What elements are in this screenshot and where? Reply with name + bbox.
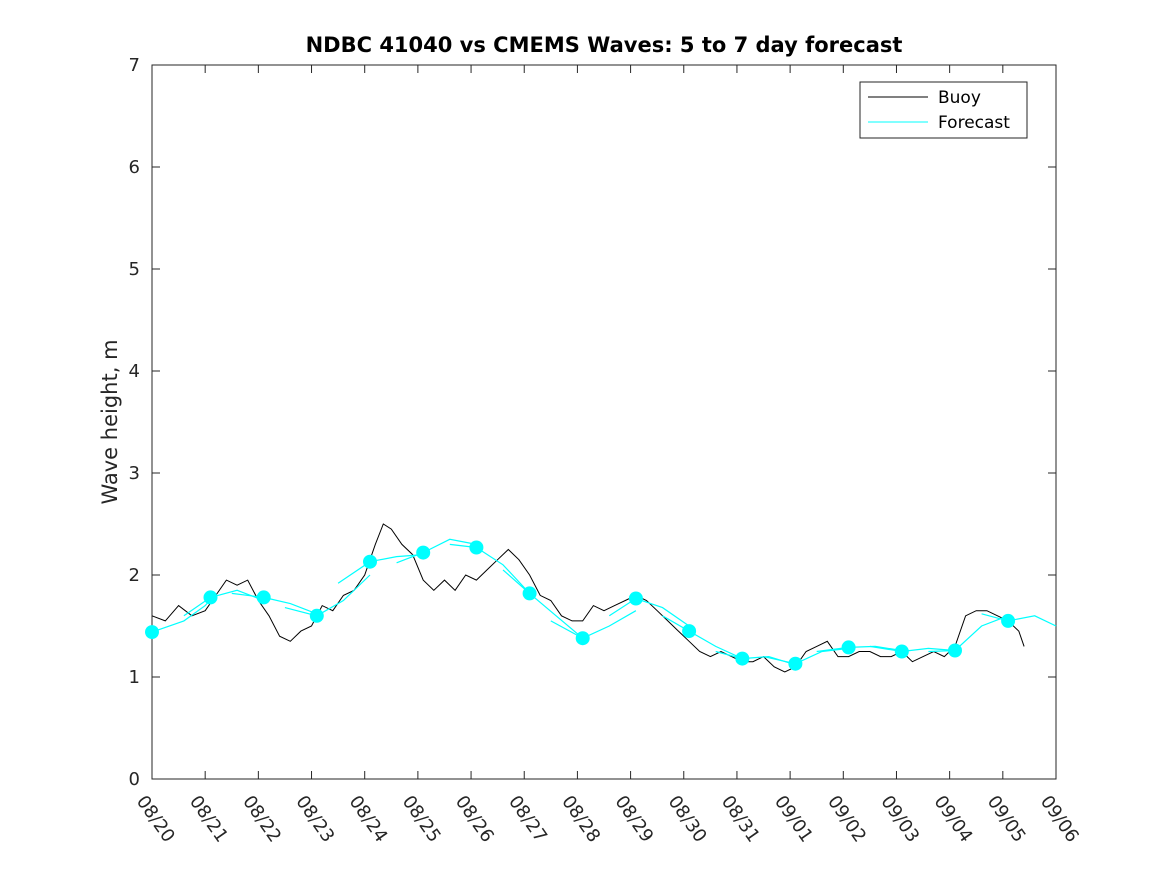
forecast-run-line	[928, 615, 1009, 653]
forecast-point	[788, 656, 803, 671]
forecast-run-line	[449, 543, 531, 594]
chart-title: NDBC 41040 vs CMEMS Waves: 5 to 7 day fo…	[306, 33, 903, 57]
forecast-point	[203, 590, 218, 605]
forecast-point	[363, 554, 377, 569]
forecast-run-line	[662, 615, 743, 660]
forecast-point	[735, 651, 750, 666]
y-tick-label: 1	[129, 667, 140, 688]
buoy-series-line	[151, 523, 1025, 673]
forecast-point	[256, 590, 271, 605]
y-axis-title: Wave height, m	[98, 339, 122, 504]
y-tick-label: 4	[129, 361, 140, 382]
forecast-point	[469, 540, 484, 555]
legend-buoy-label: Buoy	[938, 88, 981, 108]
forecast-run-line	[550, 610, 637, 639]
forecast-run-line	[981, 613, 1057, 627]
y-tick-label: 5	[129, 259, 140, 280]
legend-forecast-label: Forecast	[938, 113, 1010, 133]
forecast-point	[309, 608, 324, 623]
forecast-point	[522, 586, 537, 601]
y-tick-label: 7	[129, 55, 140, 76]
forecast-point	[628, 591, 643, 606]
y-tick-label: 3	[129, 463, 140, 484]
legend: Buoy Forecast	[859, 81, 1028, 139]
forecast-run-line	[337, 554, 424, 584]
series-layer	[145, 523, 1057, 673]
forecast-run-line	[231, 592, 318, 615]
forecast-point	[145, 625, 159, 640]
forecast-run-line	[284, 574, 371, 617]
forecast-point	[948, 643, 962, 658]
forecast-point	[841, 640, 856, 655]
forecast-run-line	[502, 569, 584, 639]
legend-box	[859, 81, 1028, 139]
forecast-run-line	[816, 645, 902, 653]
forecast-point	[416, 545, 431, 560]
y-tick-label: 0	[129, 769, 140, 790]
forecast-point	[1001, 613, 1016, 628]
plot-area	[151, 64, 1057, 780]
forecast-point	[682, 624, 697, 639]
y-tick-label: 6	[129, 157, 140, 178]
forecast-point	[894, 644, 909, 659]
forecast-run-line	[608, 597, 690, 627]
y-tick-label: 2	[129, 565, 140, 586]
forecast-run-line	[869, 645, 956, 653]
forecast-run-line	[396, 538, 477, 564]
forecast-point	[575, 631, 590, 646]
forecast-run-line	[763, 647, 849, 665]
